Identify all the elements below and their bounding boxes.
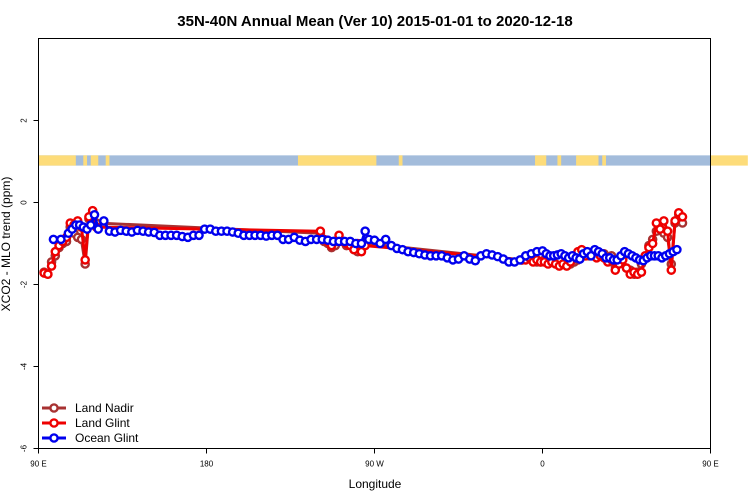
- data-point: [380, 234, 391, 245]
- x-axis: 90 E 180 90 W 0 90 E: [30, 448, 719, 469]
- legend-item: Land Nadir: [42, 401, 134, 415]
- legend-label: Ocean Glint: [75, 431, 139, 445]
- legend-label: Land Nadir: [75, 401, 134, 415]
- y-axis-label: XCO2 - MLO trend (ppm): [0, 177, 13, 312]
- y-tick-label: -6: [20, 444, 29, 452]
- data-point: [93, 224, 104, 234]
- data-point: [677, 212, 688, 222]
- y-tick-label: -4: [20, 362, 29, 370]
- y-tick-label: 0: [20, 200, 29, 205]
- x-tick-label: 90 E: [30, 460, 46, 469]
- data-point: [194, 230, 204, 241]
- data-point: [666, 265, 677, 275]
- series-ocean-glint: [48, 209, 682, 267]
- data-point: [470, 255, 481, 266]
- x-tick-label: 90 W: [365, 460, 384, 469]
- data-point: [670, 216, 680, 226]
- land-segment: [576, 155, 599, 166]
- data-point: [659, 216, 669, 226]
- x-tick-label: 90 E: [702, 460, 718, 469]
- data-point: [356, 238, 367, 249]
- land-segment: [83, 155, 88, 166]
- legend-marker: [49, 433, 59, 443]
- data-point: [636, 267, 647, 278]
- series-layer: [39, 205, 688, 280]
- data-point: [89, 209, 100, 220]
- legend-item: Land Glint: [42, 416, 130, 430]
- land-segment: [602, 155, 606, 166]
- legend-label: Land Glint: [75, 416, 130, 430]
- land-segment: [557, 155, 562, 166]
- y-tick-label: -2: [20, 280, 29, 288]
- y-axis: -6 -4 -2 0 2: [20, 118, 39, 452]
- legend-item: Ocean Glint: [42, 431, 139, 445]
- data-point: [80, 255, 90, 265]
- legend-marker: [49, 418, 59, 428]
- data-point: [48, 234, 59, 245]
- data-point: [662, 226, 673, 236]
- data-point: [99, 216, 109, 226]
- land-segment: [105, 155, 110, 166]
- land-segment: [398, 155, 403, 166]
- x-axis-label: Longitude: [349, 477, 402, 491]
- legend-marker: [49, 403, 59, 413]
- land-segment: [90, 155, 99, 166]
- chart-title: 35N-40N Annual Mean (Ver 10) 2015-01-01 …: [177, 13, 572, 30]
- land-segment: [535, 155, 547, 166]
- land-segment: [710, 155, 748, 166]
- x-tick-label: 0: [540, 460, 545, 469]
- land-segment: [38, 155, 76, 166]
- land-sea-bar: [38, 155, 748, 166]
- y-tick-label: 2: [20, 118, 29, 123]
- data-point: [647, 238, 658, 249]
- data-point: [315, 226, 326, 236]
- data-point: [85, 220, 96, 230]
- data-point: [43, 269, 53, 280]
- x-tick-label: 180: [200, 460, 214, 469]
- data-point: [672, 244, 682, 255]
- data-point: [56, 234, 66, 245]
- land-segment: [297, 155, 377, 166]
- plot-area: [38, 38, 748, 449]
- data-point: [655, 224, 665, 234]
- data-point: [46, 261, 57, 271]
- data-point: [360, 226, 370, 236]
